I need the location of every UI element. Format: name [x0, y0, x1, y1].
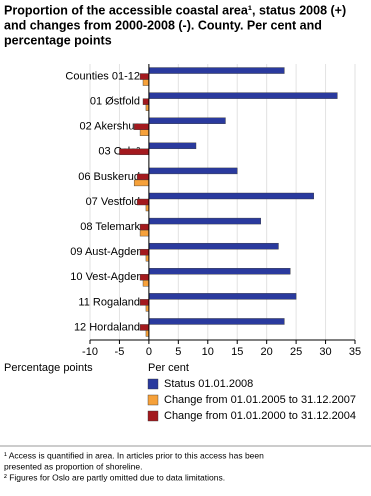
- y-tick-label: 08 Telemark: [80, 221, 140, 233]
- bar: [133, 179, 150, 187]
- bar: [139, 129, 150, 136]
- y-tick-label: 10 Vest-Agder: [70, 271, 140, 283]
- y-tick-label: 11 Rogaland: [78, 296, 140, 308]
- x-tick-label: 35: [349, 346, 361, 358]
- bar: [139, 299, 150, 306]
- legend-swatch: [147, 410, 159, 422]
- chart-title: percentage points: [4, 33, 112, 47]
- bar: [139, 223, 150, 231]
- x-tick-label: 20: [261, 346, 273, 358]
- bar: [139, 274, 150, 281]
- x-tick-label: -5: [115, 346, 125, 358]
- chart-title: and changes from 2000-2008 (-). County. …: [4, 18, 322, 32]
- legend-label: Change from 01.01.2000 to 31.12.2004: [164, 410, 356, 422]
- bar: [136, 198, 150, 206]
- bar: [136, 173, 150, 181]
- x-tick-label: 25: [290, 346, 302, 358]
- bar: [148, 67, 285, 74]
- legend-swatch: [147, 394, 159, 406]
- legend-label: Status 01.01.2008: [164, 378, 253, 390]
- bar: [148, 318, 285, 325]
- footnote: ¹ Access is quantified in area. In artic…: [4, 450, 264, 460]
- x-tick-label: 5: [175, 346, 181, 358]
- y-tick-label: 01 Østfold: [90, 96, 140, 108]
- bar: [148, 92, 338, 99]
- x-tick-label: 15: [231, 346, 243, 358]
- bar: [148, 293, 297, 300]
- bar: [148, 268, 291, 275]
- bar: [139, 324, 150, 331]
- bar: [148, 192, 314, 200]
- bar: [119, 148, 150, 156]
- chart-title: Proportion of the accessible coastal are…: [4, 3, 346, 17]
- y-tick-label: Counties 01-12: [65, 70, 140, 82]
- bar: [148, 242, 279, 250]
- bar: [139, 229, 150, 237]
- legend-swatch: [147, 378, 159, 390]
- x-tick-label: 30: [319, 346, 331, 358]
- bar: [142, 98, 150, 105]
- y-tick-label: 02 Akershus: [79, 121, 140, 133]
- y-tick-label: 12 Hordaland: [74, 321, 140, 333]
- bar: [148, 167, 238, 175]
- x-axis-label: Per cent: [148, 362, 189, 374]
- x-tick-label: -10: [82, 346, 98, 358]
- bar: [148, 142, 197, 150]
- bar: [133, 123, 150, 130]
- legend-label: Change from 01.01.2005 to 31.12.2007: [164, 394, 356, 406]
- bar: [139, 248, 150, 256]
- bar: [142, 79, 150, 86]
- x-tick-label: 10: [202, 346, 214, 358]
- footnote: presented as proportion of shoreline.: [4, 461, 142, 471]
- x-axis-label: Percentage points: [4, 362, 93, 374]
- bar: [142, 280, 150, 287]
- bar: [148, 117, 226, 124]
- x-tick-label: 0: [146, 346, 152, 358]
- bar: [148, 217, 261, 225]
- y-tick-label: 07 Vestfold: [86, 196, 140, 208]
- y-tick-label: 06 Buskerud: [78, 171, 140, 183]
- footnote: ² Figures for Oslo are partly omitted du…: [4, 472, 225, 482]
- bar: [139, 73, 150, 80]
- y-tick-label: 09 Aust-Agder: [70, 246, 140, 258]
